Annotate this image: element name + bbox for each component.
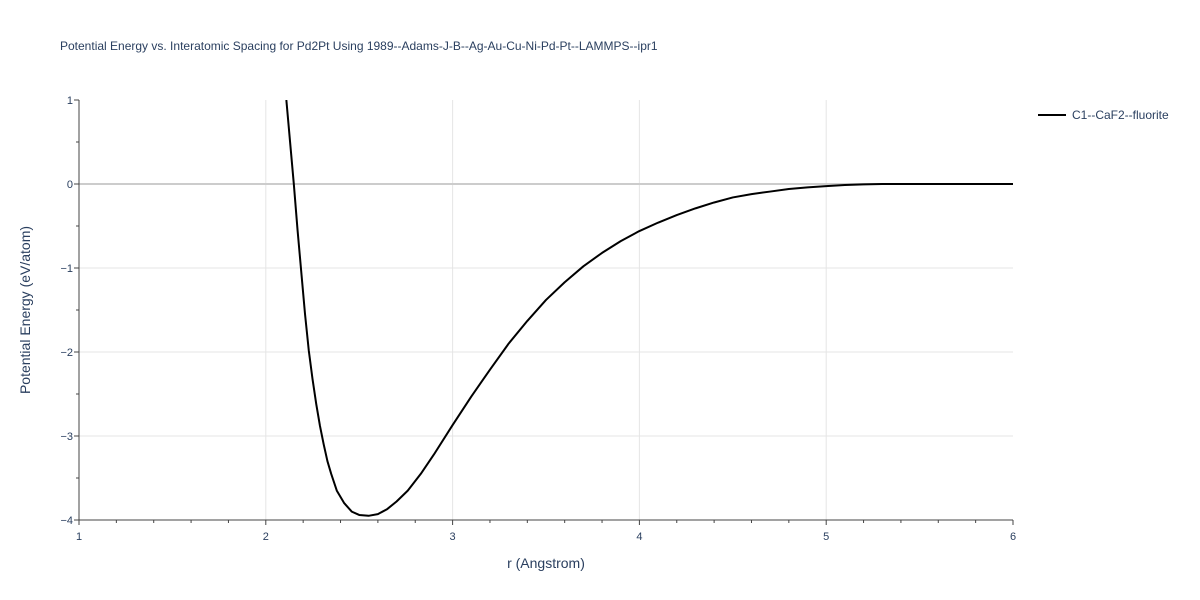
y-tick-label: −3: [60, 431, 73, 443]
x-tick-label: 5: [823, 531, 829, 543]
legend[interactable]: C1--CaF2--fluorite: [1038, 108, 1169, 122]
series-line-0: [285, 100, 1013, 517]
axis-layer: 1 2 3 4 5 6 1 0 −1 −2 −3 −4: [60, 95, 1016, 543]
chart-title: Potential Energy vs. Interatomic Spacing…: [60, 39, 658, 53]
x-tick-label: 3: [450, 531, 456, 543]
y-tick-label: 0: [67, 179, 73, 191]
y-tick-label: −2: [60, 347, 73, 359]
y-axis-title: Potential Energy (eV/atom): [17, 226, 33, 394]
y-tick-label: −4: [60, 515, 73, 527]
y-tick-label: −1: [60, 263, 73, 275]
x-axis-title: r (Angstrom): [507, 555, 585, 571]
legend-label: C1--CaF2--fluorite: [1072, 108, 1169, 122]
x-tick-label: 1: [76, 531, 82, 543]
grid-layer: [79, 100, 1013, 520]
x-tick-label: 6: [1010, 531, 1016, 543]
series-layer: [285, 100, 1013, 517]
x-tick-label: 2: [263, 531, 269, 543]
x-tick-label: 4: [636, 531, 642, 543]
y-tick-label: 1: [67, 95, 73, 107]
